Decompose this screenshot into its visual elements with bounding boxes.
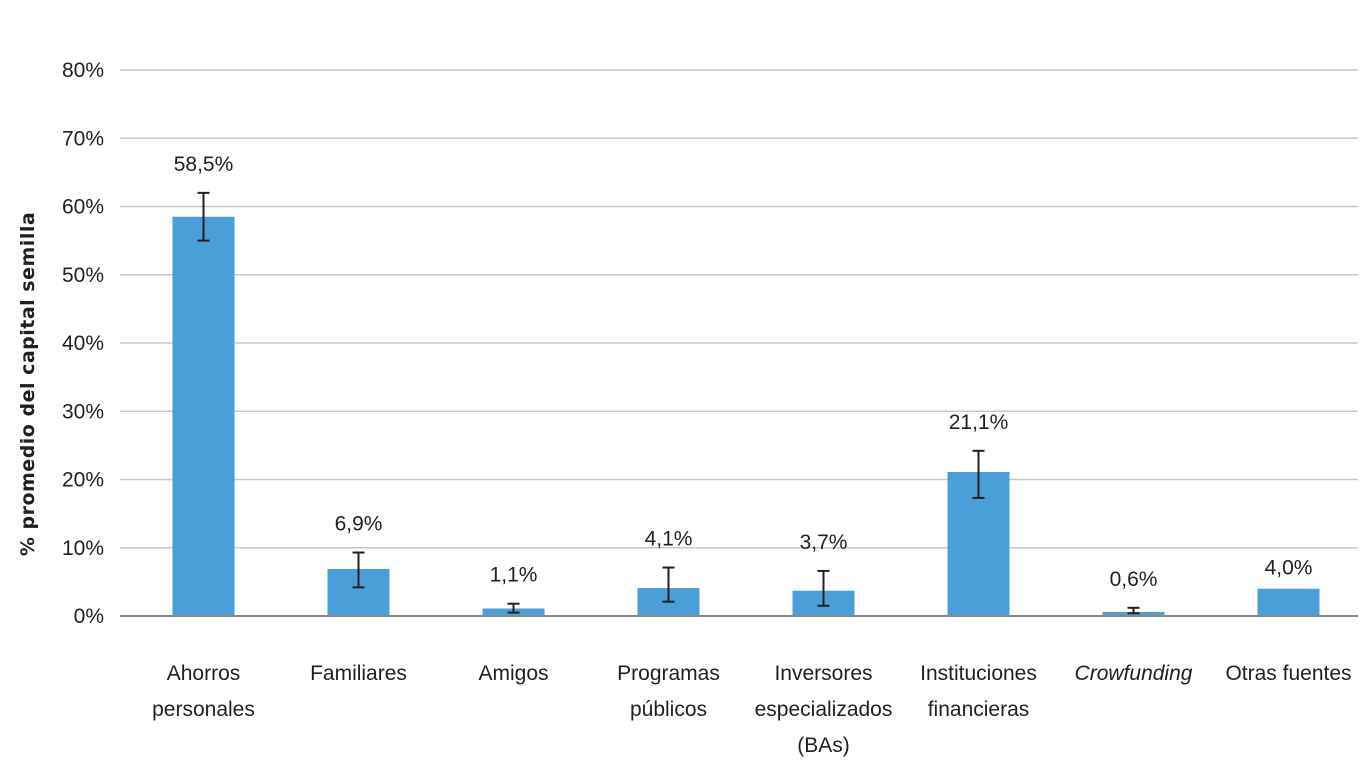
x-axis-category-labels: Ahorros personales Familiares Amigos Program… — [152, 662, 1351, 757]
data-label: 0,6% — [1110, 568, 1158, 591]
data-label: 4,0% — [1265, 557, 1313, 580]
data-label: 58,5% — [174, 153, 234, 176]
category-label: Amigos — [478, 662, 548, 685]
data-labels: 58,5% 6,9% 1,1% 4,1% 3,7% 21,1% 0,6% 4,0% — [174, 153, 1313, 591]
data-label: 4,1% — [645, 528, 693, 551]
category-label: Programas públicos — [617, 662, 720, 721]
category-label: Otras fuentes — [1225, 662, 1351, 685]
category-label: Ahorros personales — [152, 662, 255, 721]
y-tick-label: 80% — [62, 59, 104, 82]
y-tick-label: 60% — [62, 196, 104, 219]
y-tick-label: 30% — [62, 400, 104, 423]
y-tick-label: 10% — [62, 537, 104, 560]
error-bars — [197, 191, 1140, 615]
grid-lines — [120, 69, 1358, 549]
data-label: 3,7% — [800, 531, 848, 554]
data-label: 1,1% — [490, 564, 538, 587]
y-tick-label: 40% — [62, 332, 104, 355]
category-label: Familiares — [310, 662, 407, 685]
category-label: Instituciones financieras — [920, 662, 1037, 721]
y-tick-label: 20% — [62, 469, 104, 492]
data-label: 21,1% — [949, 411, 1009, 434]
y-tick-label: 0% — [74, 605, 104, 628]
category-label: Inversores especializados (BAs) — [755, 662, 893, 757]
bars — [172, 216, 1320, 617]
y-axis-title: % promedio del capital semilla — [17, 212, 39, 556]
y-axis-tick-labels: 0% 10% 20% 30% 40% 50% 60% 70% 80% — [62, 59, 104, 628]
y-tick-label: 70% — [62, 127, 104, 150]
bar — [172, 216, 235, 617]
data-label: 6,9% — [335, 513, 383, 536]
bar — [1257, 588, 1320, 616]
category-label: Crowfunding — [1075, 662, 1193, 685]
y-tick-label: 50% — [62, 264, 104, 287]
